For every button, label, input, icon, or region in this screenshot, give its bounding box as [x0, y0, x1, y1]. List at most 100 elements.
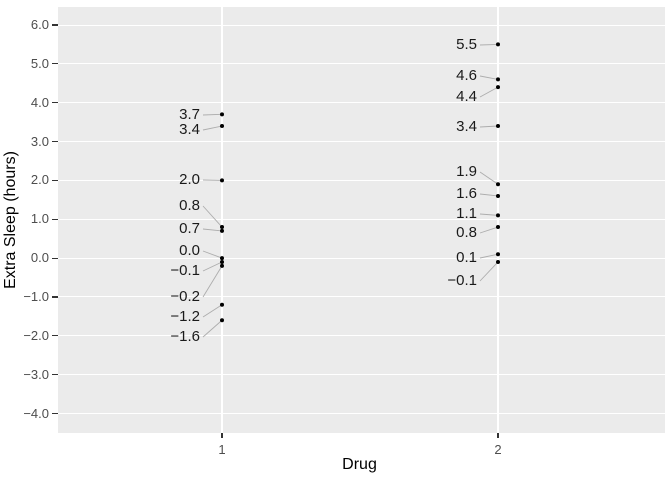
data-point — [496, 42, 500, 47]
data-point-label: 3.4 — [179, 121, 200, 138]
h-gridline — [58, 257, 665, 259]
data-point — [496, 225, 500, 230]
plot-panel — [58, 7, 665, 433]
data-point-label: 0.8 — [179, 197, 200, 214]
data-point — [220, 256, 224, 261]
y-axis-tick — [52, 335, 58, 337]
y-tick-label: 0.0 — [30, 250, 49, 266]
leader-line — [479, 43, 499, 46]
y-tick-label: 3.0 — [30, 133, 49, 149]
data-point — [496, 259, 500, 264]
leader-line — [479, 193, 499, 197]
data-point — [220, 318, 224, 323]
data-point-label: 2.0 — [179, 171, 200, 188]
y-tick-label: 2.0 — [30, 172, 49, 188]
y-tick-label: 5.0 — [30, 55, 49, 71]
data-point — [220, 225, 224, 230]
leader-line — [202, 250, 223, 259]
data-point-label: 1.9 — [456, 163, 477, 180]
x-axis-tick — [221, 433, 223, 438]
y-tick-label: 6.0 — [30, 17, 49, 32]
y-axis-tick — [52, 218, 58, 220]
leader-line — [479, 125, 499, 128]
data-point-label: 0.1 — [456, 249, 477, 266]
h-gridline — [58, 63, 665, 65]
data-point-label: −1.2 — [170, 308, 200, 325]
h-gridline — [58, 413, 665, 414]
data-point-label: 5.5 — [456, 36, 477, 53]
y-axis-tick — [52, 296, 58, 298]
data-point — [496, 124, 500, 129]
data-point — [220, 302, 224, 307]
data-point — [220, 259, 224, 264]
leader-line — [202, 319, 223, 338]
y-tick-label: −3.0 — [23, 366, 49, 382]
leader-line — [202, 113, 223, 116]
x-tick-label: 2 — [494, 442, 502, 457]
data-point-label: −1.6 — [170, 328, 200, 345]
leader-line — [479, 226, 499, 234]
data-point — [220, 263, 224, 268]
v-gridline — [497, 7, 499, 433]
y-tick-label: 1.0 — [30, 211, 49, 227]
x-tick-label: 1 — [218, 442, 226, 457]
leader-line — [479, 213, 499, 216]
v-gridline — [221, 7, 223, 433]
y-axis-tick — [52, 24, 58, 26]
y-axis-tick — [52, 102, 58, 104]
h-gridline — [58, 335, 665, 337]
data-point — [220, 178, 224, 183]
data-point — [496, 193, 500, 198]
data-point — [496, 252, 500, 257]
data-point-label: −0.1 — [170, 262, 200, 279]
y-tick-label: −2.0 — [23, 327, 49, 343]
y-tick-label: 4.0 — [30, 94, 49, 110]
leader-line — [479, 171, 499, 185]
leader-line — [479, 253, 499, 259]
leader-line — [202, 205, 223, 228]
y-axis-tick — [52, 374, 58, 376]
h-gridline — [58, 218, 665, 220]
leader-line — [202, 265, 223, 298]
data-point-label: 0.7 — [179, 220, 200, 237]
x-axis-title: Drug — [342, 456, 377, 473]
h-gridline — [58, 102, 665, 104]
y-axis-tick — [52, 179, 58, 181]
data-point — [496, 182, 500, 187]
leader-line — [202, 228, 223, 232]
data-point-label: 3.4 — [456, 118, 477, 135]
h-gridline — [58, 179, 665, 181]
y-tick-label: −1.0 — [23, 288, 49, 304]
leader-line — [202, 304, 223, 318]
h-gridline — [58, 296, 665, 298]
data-point — [220, 112, 224, 117]
leader-line — [479, 86, 499, 98]
data-point — [220, 124, 224, 129]
leader-line — [479, 75, 499, 80]
data-point-label: 1.6 — [456, 185, 477, 202]
h-gridline — [58, 141, 665, 143]
data-point-label: 0.8 — [456, 224, 477, 241]
y-axis-tick — [52, 140, 58, 143]
h-gridline — [58, 374, 665, 376]
h-gridline — [58, 24, 665, 26]
data-point-label: 4.4 — [456, 88, 477, 105]
data-point — [220, 228, 224, 233]
y-axis-tick — [52, 412, 58, 415]
x-axis-tick — [497, 433, 499, 438]
data-point-label: −0.2 — [170, 288, 200, 305]
data-point-label: 1.1 — [456, 205, 477, 222]
data-point-label: 4.6 — [456, 67, 477, 84]
data-point-label: 0.0 — [179, 242, 200, 259]
data-point — [496, 213, 500, 218]
leader-line — [479, 261, 499, 282]
leader-line — [202, 125, 223, 131]
y-axis-tick — [52, 63, 58, 65]
y-tick-label: −4.0 — [23, 405, 49, 421]
data-point-label: 3.7 — [179, 106, 200, 123]
data-point — [496, 77, 500, 82]
leader-line — [202, 261, 223, 272]
data-point-label: −0.1 — [447, 272, 477, 289]
